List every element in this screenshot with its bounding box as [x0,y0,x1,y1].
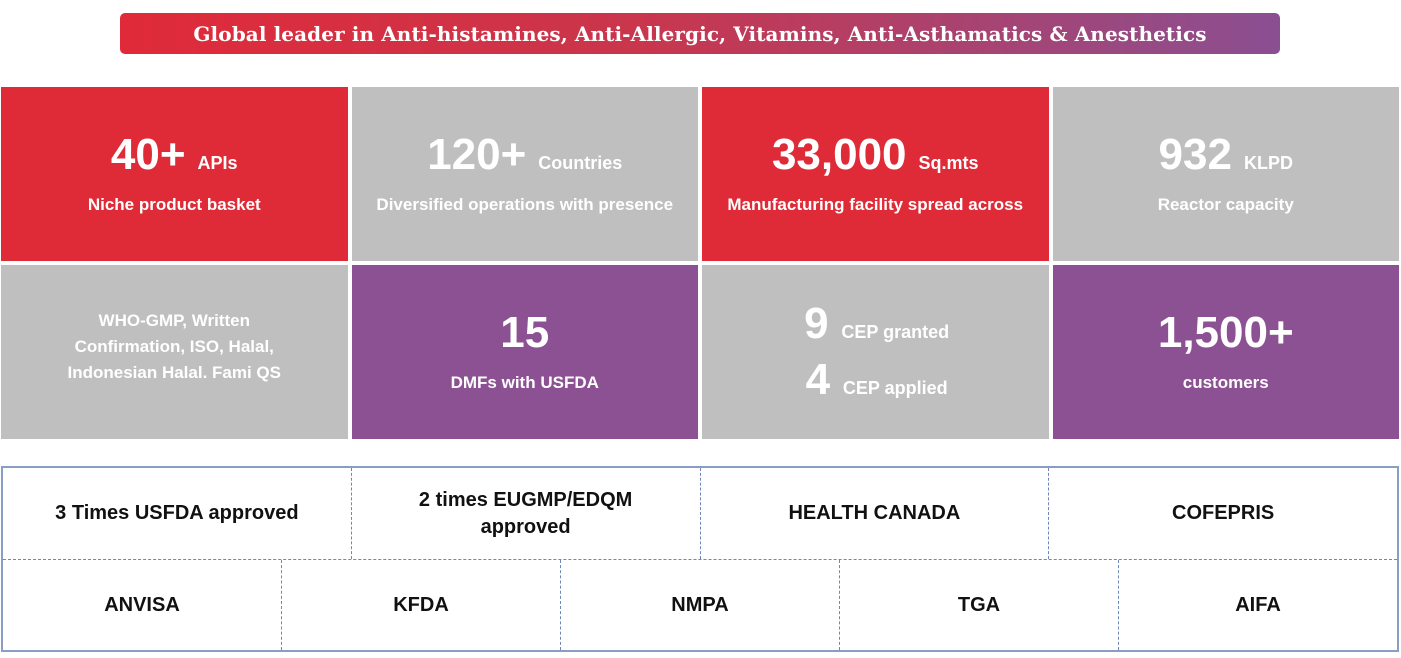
approvals-row: ANVISA KFDA NMPA TGA AIFA [3,560,1397,650]
banner-title: Global leader in Anti-histamines, Anti-A… [193,21,1207,46]
stat-value: 120+ [427,130,527,179]
stat-tile-reactor: 932 KLPD Reactor capacity [1052,87,1399,261]
stat-value: 932 [1158,130,1232,179]
approval-nmpa: NMPA [560,560,839,650]
customers-caption: customers [1182,373,1269,392]
certifications-tile: WHO-GMP, Written Confirmation, ISO, Hala… [1,265,348,439]
header-banner: Global leader in Anti-histamines, Anti-A… [120,13,1280,54]
stat-caption: Reactor capacity [1157,195,1294,214]
cep-applied-label: CEP applied [842,378,948,398]
stat-tile-apis: 40+ APIs Niche product basket [1,87,348,261]
approval-health-canada: HEALTH CANADA [699,468,1049,559]
approval-anvisa: ANVISA [104,593,180,616]
cep-granted-value: 9 [804,299,829,348]
certifications-text: WHO-GMP, Written Confirmation, ISO, Hala… [67,311,282,382]
stat-unit: Countries [538,153,623,173]
stat-tile-countries: 120+ Countries Diversified operations wi… [351,87,698,261]
stat-unit: KLPD [1243,153,1293,173]
stat-value: 40+ [110,130,186,179]
approval-tga: TGA [839,560,1118,650]
dmf-value: 15 [500,308,550,357]
stat-unit: Sq.mts [918,153,979,173]
approvals-table: 3 Times USFDA approved 2 times EUGMP/EDQ… [1,466,1399,652]
stat-caption: Niche product basket [87,195,261,214]
customers-value: 1,500+ [1157,308,1294,357]
approval-usfda: 3 Times USFDA approved [55,502,299,524]
dmf-tile: 15 DMFs with USFDA [351,265,698,439]
customers-tile: 1,500+ customers [1052,265,1399,439]
approval-kfda: KFDA [281,560,560,650]
cep-applied-value: 4 [805,355,831,404]
approval-eugmp: 2 times EUGMP/EDQM approved [350,468,700,559]
cep-granted-label: CEP granted [841,322,950,342]
dmf-caption: DMFs with USFDA [450,373,599,392]
stats-grid: 40+ APIs Niche product basket 120+ Count… [1,87,1399,439]
stat-caption: Manufacturing facility spread across [727,195,1024,214]
stat-tile-facility: 33,000 Sq.mts Manufacturing facility spr… [702,87,1049,261]
approval-cofepris: COFEPRIS [1048,468,1397,559]
approval-aifa: AIFA [1118,560,1397,650]
stat-unit: APIs [197,153,238,173]
stat-caption: Diversified operations with presence [376,195,674,214]
stat-value: 33,000 [771,130,907,179]
cep-tile: 9 CEP granted 4 CEP applied [702,265,1049,439]
approvals-row: 3 Times USFDA approved 2 times EUGMP/EDQ… [3,468,1397,560]
